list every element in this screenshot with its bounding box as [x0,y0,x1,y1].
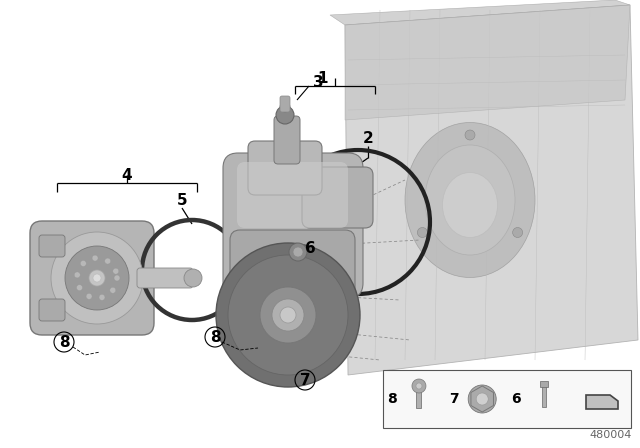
Text: 8: 8 [210,329,220,345]
Bar [383,370,631,428]
Bar [542,385,546,407]
Text: 6: 6 [305,241,316,255]
Polygon shape [330,0,630,25]
Bar [417,386,422,408]
Circle shape [105,258,111,264]
FancyBboxPatch shape [30,221,154,335]
Circle shape [416,383,422,389]
Circle shape [99,294,105,300]
Circle shape [86,293,92,299]
Bar [540,381,548,387]
Circle shape [110,287,116,293]
Circle shape [77,284,83,291]
Circle shape [289,243,307,261]
Text: 8: 8 [59,335,69,349]
Circle shape [417,228,428,237]
Circle shape [293,247,303,257]
Circle shape [74,272,80,278]
Circle shape [93,274,101,282]
Circle shape [42,223,152,333]
Polygon shape [586,395,618,409]
Polygon shape [345,5,638,375]
Text: 4: 4 [122,168,132,182]
Circle shape [113,268,119,274]
Circle shape [89,270,105,286]
Circle shape [80,260,86,267]
FancyBboxPatch shape [280,96,290,112]
Polygon shape [471,386,493,412]
Circle shape [114,275,120,281]
FancyBboxPatch shape [248,141,322,195]
Circle shape [276,106,294,124]
Text: 5: 5 [177,193,188,207]
Circle shape [280,307,296,323]
Circle shape [228,255,348,375]
Ellipse shape [425,145,515,255]
Text: 6: 6 [511,392,520,406]
Text: 2: 2 [363,130,373,146]
Circle shape [216,243,360,387]
FancyBboxPatch shape [39,299,65,321]
Circle shape [280,102,290,112]
Circle shape [260,287,316,343]
Text: 3: 3 [313,74,323,90]
Circle shape [468,385,496,413]
Text: 7: 7 [449,392,459,406]
Circle shape [92,255,98,261]
Text: 8: 8 [387,392,397,406]
FancyBboxPatch shape [302,167,373,228]
Circle shape [65,246,129,310]
Circle shape [465,130,475,140]
FancyBboxPatch shape [237,162,348,228]
FancyBboxPatch shape [274,116,300,164]
Ellipse shape [405,122,535,277]
Circle shape [272,299,304,331]
FancyBboxPatch shape [223,153,363,298]
Circle shape [513,228,523,237]
Polygon shape [345,5,630,120]
Circle shape [476,393,488,405]
FancyBboxPatch shape [230,230,355,330]
Text: 1: 1 [317,70,328,86]
Circle shape [51,232,143,324]
Ellipse shape [442,172,497,237]
FancyBboxPatch shape [39,235,65,257]
Text: 7: 7 [300,372,310,388]
Circle shape [184,269,202,287]
Circle shape [412,379,426,393]
FancyBboxPatch shape [137,268,193,288]
Text: 480004: 480004 [589,430,632,440]
